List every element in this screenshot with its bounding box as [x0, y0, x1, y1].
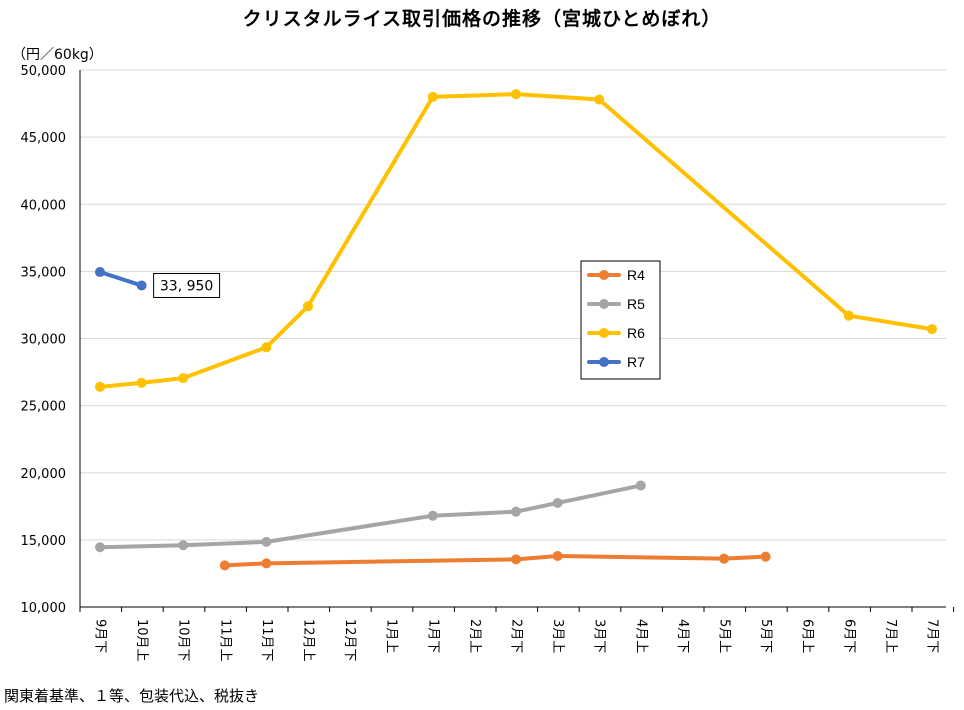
y-tick-label: 40,000 — [21, 198, 67, 213]
data-point-R7 — [95, 267, 105, 278]
legend-label-R5: R5 — [627, 296, 645, 312]
y-tick-label: 50,000 — [21, 64, 67, 79]
series-lines — [95, 89, 937, 571]
x-tick-label: 3月上 — [550, 619, 565, 653]
x-tick-label: 6月上 — [800, 619, 815, 653]
data-point-R4 — [719, 553, 729, 564]
x-tick-label: 2月下 — [509, 619, 524, 653]
legend-box — [580, 260, 661, 380]
data-callout-box — [153, 272, 221, 298]
legend: R4 R5 R6 R7 — [580, 260, 661, 380]
series-line-R4 — [222, 553, 768, 568]
data-point-R6 — [511, 89, 521, 100]
x-tick-label: 7月上 — [883, 619, 898, 653]
legend-label-R7: R7 — [627, 354, 645, 370]
data-point-R5 — [178, 540, 189, 551]
data-point-R5 — [511, 506, 521, 517]
legend-marker-R7 — [599, 357, 609, 367]
x-tick-label: 3月下 — [592, 619, 607, 653]
y-tick-label: 10,000 — [21, 601, 67, 616]
legend-marker-R6 — [599, 328, 609, 338]
x-tick-label: 1月下 — [425, 619, 440, 653]
data-point-R5 — [427, 510, 438, 521]
data-point-R4 — [261, 558, 272, 569]
x-tick-labels: 9月下 10月上 10月下 11月上 11月下 12月上 12月下 1月上 1月下 2月上 2月下 3… — [93, 619, 940, 662]
x-tick-label: 2月上 — [467, 619, 482, 653]
y-tick-label: 45,000 — [21, 131, 67, 146]
x-tick-label: 10月下 — [176, 619, 191, 662]
data-point-R6 — [427, 91, 438, 102]
x-tick-label: 11月上 — [217, 619, 232, 662]
data-point-R6 — [843, 310, 854, 321]
series-line-R6 — [98, 92, 934, 389]
data-point-R4 — [511, 554, 521, 565]
x-tick-label: 5月下 — [758, 619, 773, 653]
legend-label-R4: R4 — [627, 267, 645, 283]
chart-title: クリスタルライス取引価格の推移（宮城ひとめぼれ） — [242, 8, 722, 30]
x-tick-label: 4月下 — [675, 619, 690, 653]
y-tick-label: 15,000 — [21, 534, 67, 549]
x-tick-label: 5月上 — [717, 619, 732, 653]
x-tick-label: 1月上 — [384, 619, 399, 653]
y-axis-unit-label: （円／60kg） — [12, 47, 103, 63]
annotations: 33, 950 — [153, 272, 221, 298]
data-point-R5 — [635, 480, 646, 491]
data-point-R5 — [95, 542, 105, 553]
y-tick-label: 30,000 — [21, 333, 67, 348]
data-point-R5 — [552, 497, 563, 508]
footnote: 関東着基準、１等、包装代込、税抜き — [4, 687, 260, 705]
data-point-R6 — [178, 373, 189, 384]
data-point-R5 — [261, 536, 272, 547]
legend-marker-R4 — [599, 270, 609, 280]
y-tick-label: 35,000 — [21, 265, 67, 280]
data-point-R4 — [552, 550, 563, 561]
y-tick-label: 20,000 — [21, 467, 67, 482]
x-tick-label: 4月上 — [633, 619, 648, 653]
legend-marker-R5 — [599, 299, 609, 309]
x-tick-label: 12月下 — [342, 619, 357, 662]
x-tick-label: 10月上 — [134, 619, 149, 662]
data-point-R6 — [261, 342, 272, 353]
y-tick-labels: 10,000 15,000 20,000 25,000 30,000 35,000 40,0… — [21, 64, 67, 616]
data-point-R6 — [95, 381, 105, 392]
data-point-R6 — [136, 377, 147, 388]
legend-label-R6: R6 — [627, 325, 645, 341]
data-point-R4 — [219, 560, 230, 571]
x-tick-label: 6月下 — [841, 619, 856, 653]
x-tick-label: 7月下 — [925, 619, 940, 653]
y-tick-label: 25,000 — [21, 400, 67, 415]
axes — [79, 70, 955, 612]
data-point-R6 — [594, 94, 605, 105]
data-point-R6 — [303, 301, 313, 312]
data-point-R4 — [760, 551, 771, 562]
gridlines — [80, 69, 946, 541]
x-tick-label: 12月上 — [301, 619, 316, 662]
data-point-R6 — [927, 324, 937, 335]
data-point-R7 — [136, 280, 147, 291]
x-tick-label: 9月下 — [93, 619, 108, 653]
x-tick-label: 11月下 — [259, 619, 274, 662]
data-callout-label: 33, 950 — [160, 278, 213, 294]
series-line-R5 — [98, 483, 643, 550]
series-line-R7 — [98, 270, 144, 288]
